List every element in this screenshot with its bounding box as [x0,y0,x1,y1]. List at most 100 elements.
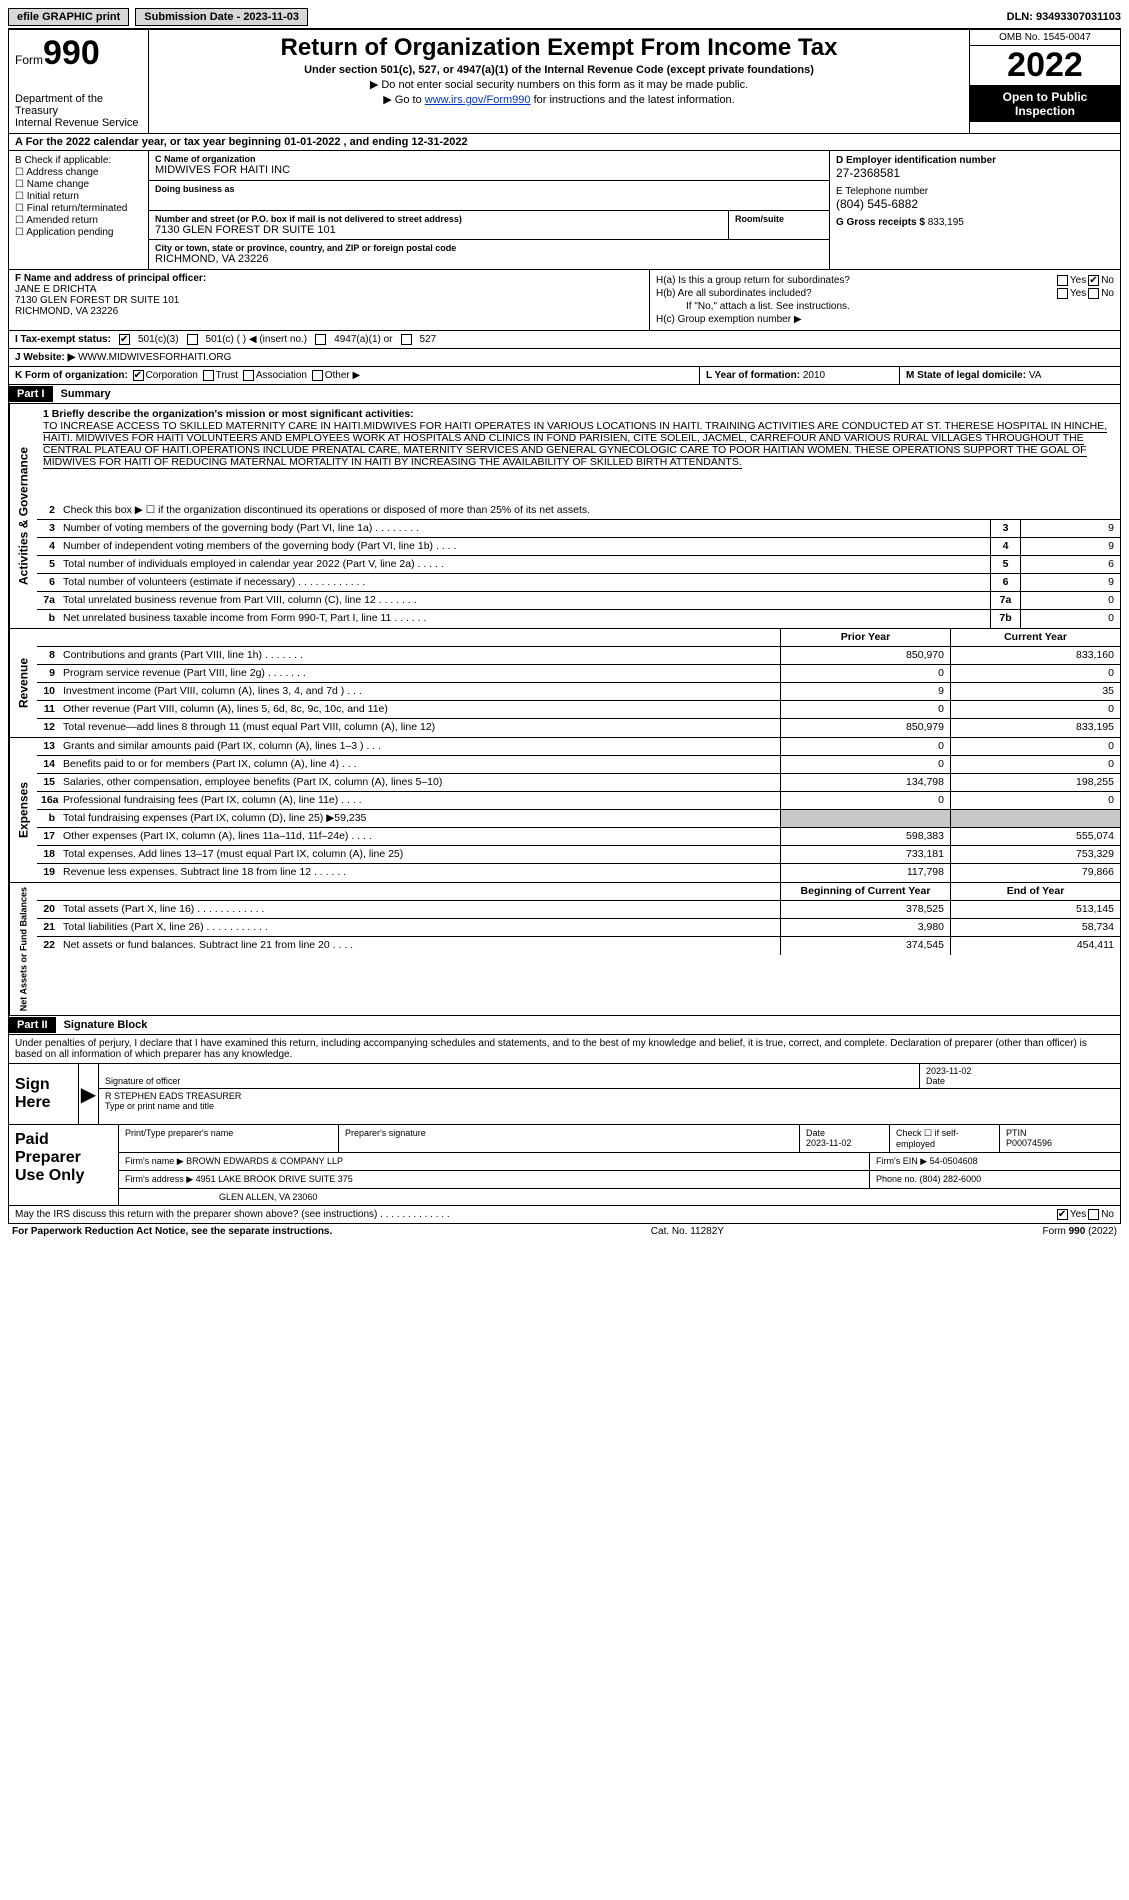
revenue-header-row: Prior Year Current Year [37,629,1120,647]
ein-row: D Employer identification number 27-2368… [836,155,1114,180]
form-header: Form990 Department of the Treasury Inter… [8,30,1121,134]
cb-initial-return[interactable]: ☐ Initial return [15,191,142,202]
summary-revenue: Revenue Prior Year Current Year 8Contrib… [8,629,1121,738]
state-domicile: VA [1029,370,1042,381]
opt-501c3: 501(c)(3) [138,334,179,345]
signature-declaration: Under penalties of perjury, I declare th… [9,1035,1120,1064]
gross-receipts-row: G Gross receipts $ 833,195 [836,217,1114,228]
vtab-revenue: Revenue [9,629,37,737]
cb-trust[interactable] [203,370,214,381]
summary-net-assets: Net Assets or Fund Balances Beginning of… [8,883,1121,1016]
table-row: 11Other revenue (Part VIII, column (A), … [37,701,1120,719]
hc-label: H(c) Group exemption number ▶ [656,314,802,325]
form-note2: ▶ Go to www.irs.gov/Form990 for instruct… [157,93,961,106]
hb-note: If "No," attach a list. See instructions… [656,301,1114,312]
end-year-hdr: End of Year [950,883,1120,900]
year-formation: 2010 [803,370,825,381]
dba-label: Doing business as [155,184,823,194]
form-title: Return of Organization Exempt From Incom… [157,34,961,62]
line-2-d: Check this box ▶ ☐ if the organization d… [59,502,1120,519]
submission-date-button[interactable]: Submission Date - 2023-11-03 [135,8,308,26]
section-deg: D Employer identification number 27-2368… [830,151,1120,269]
officer-name-field: R STEPHEN EADS TREASURERType or print na… [99,1089,1120,1113]
part1-title: Summary [53,385,119,403]
prep-self-employed[interactable]: Check ☐ if self-employed [890,1125,1000,1152]
footer-left: For Paperwork Reduction Act Notice, see … [12,1226,332,1237]
summary-expenses: Expenses 13Grants and similar amounts pa… [8,738,1121,883]
line-2: 2 Check this box ▶ ☐ if the organization… [37,502,1120,520]
efile-print-button[interactable]: efile GRAPHIC print [8,8,129,26]
opt-4947: 4947(a)(1) or [334,334,392,345]
phone-value: (804) 545-6882 [836,197,1114,211]
table-row: bNet unrelated business taxable income f… [37,610,1120,628]
beg-year-hdr: Beginning of Current Year [780,883,950,900]
dln-label: DLN: 93493307031103 [1007,11,1121,23]
form-subtitle: Under section 501(c), 527, or 4947(a)(1)… [157,64,961,76]
prep-ptin: PTIN P00074596 [1000,1125,1120,1152]
cb-name-change[interactable]: ☐ Name change [15,179,142,190]
discuss-no-checkbox[interactable] [1088,1209,1099,1220]
street-label: Number and street (or P.O. box if mail i… [155,214,722,224]
form-note1: ▶ Do not enter social security numbers o… [157,78,961,91]
table-row: 22Net assets or fund balances. Subtract … [37,937,1120,955]
hb-yes-checkbox[interactable] [1057,288,1068,299]
prep-sig-hdr: Preparer's signature [339,1125,800,1152]
gross-receipts-value: 833,195 [928,217,964,228]
hb-no-checkbox[interactable] [1088,288,1099,299]
opt-association: Association [256,370,307,381]
cb-amended-return[interactable]: ☐ Amended return [15,215,142,226]
prep-name-hdr: Print/Type preparer's name [119,1125,339,1152]
omb-number: OMB No. 1545-0047 [970,30,1120,46]
sign-arrow-icon: ▶ [79,1064,99,1124]
cb-other[interactable] [312,370,323,381]
ha-no-checkbox[interactable] [1088,275,1099,286]
cb-501c[interactable] [187,334,198,345]
ha-yes-checkbox[interactable] [1057,275,1068,286]
hb-row: H(b) Are all subordinates included? Yes … [656,288,1114,299]
line-2-n: 2 [37,502,59,519]
phone-row: E Telephone number (804) 545-6882 [836,186,1114,211]
cb-4947[interactable] [315,334,326,345]
opt-501c: 501(c) ( ) ◀ (insert no.) [206,334,308,345]
firm-ein: Firm's EIN ▶ 54-0504608 [870,1153,1120,1170]
page-footer: For Paperwork Reduction Act Notice, see … [8,1224,1121,1239]
net-assets-body: Beginning of Current Year End of Year 20… [37,883,1120,1015]
section-c: C Name of organization MIDWIVES FOR HAIT… [149,151,830,269]
irs-link[interactable]: www.irs.gov/Form990 [425,94,531,106]
phone-label: E Telephone number [836,186,1114,197]
cb-527[interactable] [401,334,412,345]
signature-field[interactable]: Signature of officer [99,1064,920,1088]
hc-row: H(c) Group exemption number ▶ [656,314,1114,325]
cb-address-change-lbl: Address change [26,167,98,178]
row-l: L Year of formation: 2010 [700,367,900,384]
note2-pre: ▶ Go to [383,94,424,106]
gross-receipts-label: G Gross receipts $ [836,217,925,228]
cb-address-change[interactable]: ☐ Address change [15,167,142,178]
cb-corporation[interactable] [133,370,144,381]
firm-name: Firm's name ▶ BROWN EDWARDS & COMPANY LL… [119,1153,870,1170]
cb-application-pending[interactable]: ☐ Application pending [15,227,142,238]
footer-right: Form 990 (2022) [1043,1226,1117,1237]
room-label: Room/suite [735,214,823,224]
officer-addr1: 7130 GLEN FOREST DR SUITE 101 [15,295,643,306]
table-row: 4Number of independent voting members of… [37,538,1120,556]
table-row: 3Number of voting members of the governi… [37,520,1120,538]
cb-association[interactable] [243,370,254,381]
dba-cell: Doing business as [149,181,829,211]
cb-name-change-lbl: Name change [27,179,89,190]
row-m-label: M State of legal domicile: [906,370,1026,381]
prep-date: Date 2023-11-02 [800,1125,890,1152]
governance-body: 1 Briefly describe the organization's mi… [37,404,1120,628]
table-row: bTotal fundraising expenses (Part IX, co… [37,810,1120,828]
ein-value: 27-2368581 [836,166,1114,180]
table-row: 14Benefits paid to or for members (Part … [37,756,1120,774]
summary-governance: Activities & Governance 1 Briefly descri… [8,404,1121,629]
cb-final-return[interactable]: ☐ Final return/terminated [15,203,142,214]
table-row: 12Total revenue—add lines 8 through 11 (… [37,719,1120,737]
table-row: 10Investment income (Part VIII, column (… [37,683,1120,701]
form-number: Form990 [15,34,142,73]
cb-501c3[interactable] [119,334,130,345]
discuss-yes-checkbox[interactable] [1057,1209,1068,1220]
section-h: H(a) Is this a group return for subordin… [650,270,1120,330]
city-value: RICHMOND, VA 23226 [155,253,823,265]
